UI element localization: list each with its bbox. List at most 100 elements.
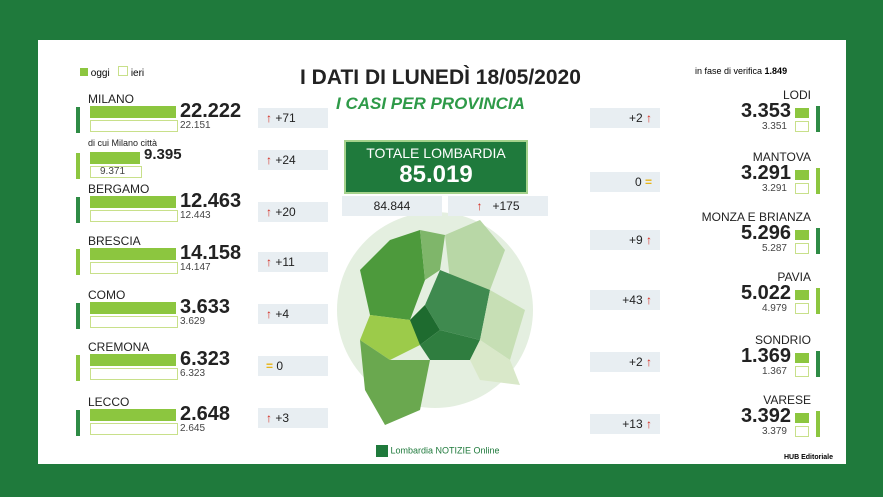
province-name: SONDRIO xyxy=(754,333,811,347)
legend: oggi ieri xyxy=(80,66,144,79)
yesterday-bar xyxy=(90,166,142,178)
delta-box: ↑ +3 xyxy=(258,408,328,428)
yesterday-bar xyxy=(795,183,809,194)
today: 2.648 xyxy=(180,403,231,425)
yesterday: 2.645 xyxy=(180,423,206,434)
side-bar xyxy=(816,288,820,314)
total-delta: +175 xyxy=(492,199,520,213)
today: 14.158 xyxy=(180,242,242,264)
delta-box: ↑ +24 xyxy=(258,150,328,170)
province-name: MILANO xyxy=(88,92,135,106)
today: 12.463 xyxy=(180,190,242,212)
today: 5.022 xyxy=(740,282,791,304)
province-name: VARESE xyxy=(763,393,811,407)
today-bar xyxy=(795,413,809,423)
total-yesterday-box: 84.844 xyxy=(342,196,442,216)
today: 3.291 xyxy=(740,162,791,184)
yesterday: 14.147 xyxy=(180,262,211,273)
side-bar xyxy=(76,303,80,329)
side-bar xyxy=(76,410,80,436)
delta-icon: ↑ xyxy=(266,255,272,269)
delta-icon: ↑ xyxy=(266,411,272,425)
delta: +3 xyxy=(275,411,290,425)
side-bar xyxy=(76,153,80,179)
delta: 0 xyxy=(634,175,642,189)
side-bar xyxy=(76,355,80,381)
yesterday: 12.443 xyxy=(180,210,211,221)
delta: +43 xyxy=(622,293,643,307)
delta-box: ↑ +20 xyxy=(258,202,328,222)
delta-icon: ↑ xyxy=(266,307,272,321)
yesterday: 6.323 xyxy=(180,368,206,379)
verification: in fase di verifica 1.849 xyxy=(695,66,787,76)
yesterday-bar xyxy=(90,210,178,222)
province-name: BERGAMO xyxy=(88,182,150,196)
province-name: BRESCIA xyxy=(88,234,141,248)
delta-box: ↑ +71 xyxy=(258,108,328,128)
today-bar xyxy=(795,290,809,300)
today: 1.369 xyxy=(740,345,791,367)
side-bar xyxy=(76,197,80,223)
today: 22.222 xyxy=(180,100,242,122)
side-bar xyxy=(76,249,80,275)
delta-box: ↑ +4 xyxy=(258,304,328,324)
yesterday-bar xyxy=(795,426,809,437)
today-bar xyxy=(90,152,140,164)
total-value: 85.019 xyxy=(399,161,473,188)
today: 3.392 xyxy=(740,405,791,427)
today: 3.633 xyxy=(180,296,231,318)
delta: +24 xyxy=(275,153,296,167)
yesterday-bar xyxy=(90,262,178,274)
delta-icon: ↑ xyxy=(646,233,652,247)
today-bar xyxy=(90,302,176,314)
total-label: TOTALE LOMBARDIA xyxy=(366,145,506,161)
yesterday-bar xyxy=(795,243,809,254)
yesterday: 3.629 xyxy=(180,316,206,327)
total-delta-box: ↑ +175 xyxy=(448,196,548,216)
delta-icon: = xyxy=(266,359,274,373)
side-bar xyxy=(816,228,820,254)
title: I DATI DI LUNEDÌ 18/05/2020 xyxy=(300,66,581,89)
today-bar xyxy=(90,409,176,421)
today-bar xyxy=(795,353,809,363)
delta: +11 xyxy=(275,255,295,269)
total-box: TOTALE LOMBARDIA 85.019 xyxy=(344,140,528,194)
today-bar xyxy=(795,230,809,240)
delta-box: 0 = xyxy=(590,172,660,192)
province-name: di cui Milano città xyxy=(88,138,158,148)
delta-icon: ↑ xyxy=(646,293,652,307)
delta-box: +2 ↑ xyxy=(590,352,660,372)
delta-box: +13 ↑ xyxy=(590,414,660,434)
yesterday: 3.351 xyxy=(761,121,787,132)
yesterday: 3.291 xyxy=(761,183,787,194)
delta-icon: ↑ xyxy=(646,417,652,431)
yesterday-bar xyxy=(90,120,178,132)
province-name: CREMONA xyxy=(88,340,150,354)
delta: +2 xyxy=(628,355,643,369)
today-bar xyxy=(795,170,809,180)
delta-box: ↑ +11 xyxy=(258,252,328,272)
yesterday: 3.379 xyxy=(761,426,787,437)
today: 3.353 xyxy=(740,100,791,122)
yesterday-bar xyxy=(795,121,809,132)
side-bar xyxy=(76,107,80,133)
yesterday: 1.367 xyxy=(761,366,787,377)
side-bar xyxy=(816,351,820,377)
yesterday-bar xyxy=(90,316,178,328)
delta-icon: ↑ xyxy=(266,111,272,125)
delta-icon: = xyxy=(644,175,652,189)
delta: +2 xyxy=(628,111,643,125)
province-name: COMO xyxy=(88,288,126,302)
today-bar xyxy=(90,354,176,366)
delta-box: +2 ↑ xyxy=(590,108,660,128)
today-bar xyxy=(795,108,809,118)
delta: +20 xyxy=(275,205,296,219)
footer-credit: HUB Editoriale xyxy=(784,454,834,461)
delta: 0 xyxy=(276,359,284,373)
yesterday: 9.371 xyxy=(100,166,126,177)
delta-box: +43 ↑ xyxy=(590,290,660,310)
delta: +71 xyxy=(275,111,296,125)
yesterday-bar xyxy=(90,368,178,380)
side-bar xyxy=(816,106,820,132)
delta-icon: ↑ xyxy=(266,205,272,219)
